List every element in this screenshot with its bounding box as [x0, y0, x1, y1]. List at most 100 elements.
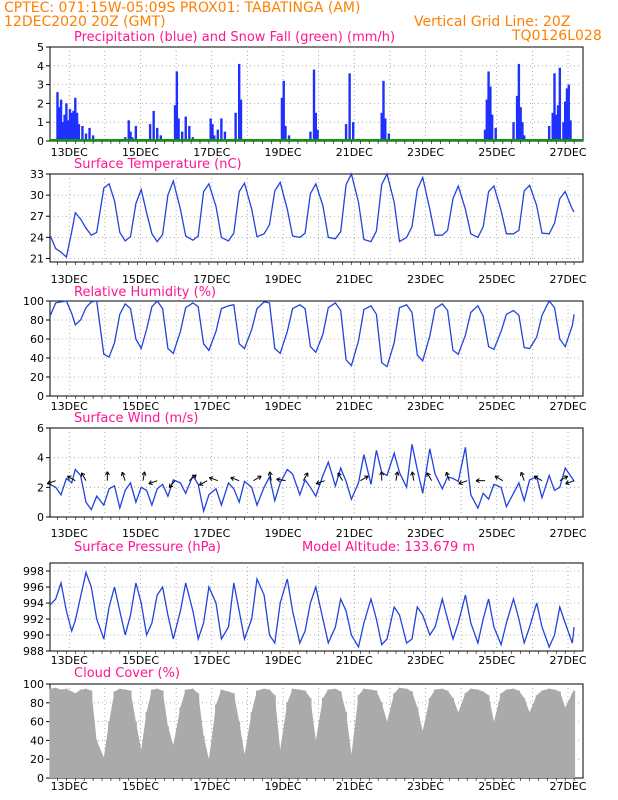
cloud-bar	[469, 688, 472, 778]
precip-bar	[81, 125, 84, 141]
precip-bar	[384, 118, 387, 141]
precip-bar	[515, 95, 519, 141]
series-line	[49, 570, 575, 649]
cloud-bar	[476, 689, 479, 778]
wind-arrow-head	[533, 475, 537, 480]
cloud-bar	[362, 688, 365, 778]
wind-arrow	[533, 475, 543, 482]
wind-arrow	[199, 480, 208, 486]
cloud-bar	[156, 688, 159, 778]
panel-1: Surface Temperature (nC) 21 24 27 30 33 13DEC 1…	[30, 157, 587, 286]
wind-arrow-head	[565, 483, 570, 485]
precip-bar	[312, 69, 316, 141]
date-label: 25DEC	[478, 273, 515, 286]
precip-bar	[70, 112, 73, 141]
wind-arrow-head	[148, 483, 153, 485]
y-tick-label: 3	[37, 79, 44, 92]
y-tick-label: 27	[30, 210, 44, 223]
y-tick-label: 33	[30, 168, 44, 181]
date-label: 19DEC	[264, 273, 301, 286]
panel-4: Surface Pressure (hPa) Model Altitude: 13…	[23, 540, 587, 667]
precip-bar	[309, 131, 312, 141]
y-tick-label: 20	[30, 753, 44, 766]
cloud-bar	[250, 712, 253, 778]
wind-arrow-head	[194, 474, 197, 479]
cloud-bar	[434, 689, 437, 778]
y-tick-label: 988	[23, 645, 44, 658]
y-tick-label: 2	[37, 481, 44, 494]
wind-arrow-head	[169, 485, 174, 489]
wind-arrow-head	[141, 471, 145, 476]
cloud-bar	[166, 726, 169, 778]
precip-bar	[234, 112, 237, 141]
wind-arrow-head	[267, 471, 271, 476]
precip-bar	[316, 129, 319, 141]
panel-subtitle: Model Altitude: 133.679 m	[302, 540, 475, 555]
cloud-bar	[191, 688, 194, 778]
date-label: 19DEC	[264, 654, 301, 667]
cloud-bar	[553, 689, 556, 778]
y-tick-label: 30	[30, 189, 44, 202]
cloud-bar	[54, 687, 57, 778]
cloud-bar	[184, 689, 187, 778]
precip-bar	[173, 105, 177, 141]
wind-arrow-head	[565, 475, 569, 480]
cloud-bar	[350, 754, 353, 778]
date-label: 25DEC	[478, 654, 515, 667]
wind-arrow-head	[445, 472, 447, 477]
wind-arrow-head	[121, 471, 126, 476]
wind-arrow-head	[379, 471, 383, 476]
wind-arrow-head	[426, 472, 431, 476]
cloud-bar	[79, 689, 82, 778]
date-label: 13DEC	[51, 400, 88, 413]
cloud-bar	[571, 693, 574, 778]
y-tick-label: 0	[37, 772, 44, 785]
wind-arrow-head	[458, 480, 462, 485]
wind-arrow-head	[148, 480, 152, 485]
date-label: 23DEC	[407, 527, 444, 540]
cloud-bar	[95, 740, 98, 778]
wind-arrow-head	[315, 480, 320, 485]
wind-arrow	[269, 471, 272, 481]
date-label: 27DEC	[549, 527, 586, 540]
date-label: 27DEC	[549, 654, 586, 667]
wind-arrow	[209, 477, 218, 482]
precip-bar	[314, 112, 317, 141]
wind-arrow-head	[208, 477, 213, 482]
cloud-bar	[405, 688, 408, 778]
cloud-bar	[145, 712, 148, 778]
date-label: 13DEC	[51, 780, 88, 793]
wind-arrow-head	[410, 471, 413, 476]
cloud-bar	[487, 695, 490, 778]
cloud-bar	[528, 712, 531, 778]
y-tick-label: 60	[30, 333, 44, 346]
wind-arrow	[230, 477, 240, 482]
precip-bar	[237, 63, 241, 141]
panel-title: Surface Temperature (nC)	[74, 157, 242, 172]
wind-arrow	[565, 480, 575, 485]
precip-bar	[77, 124, 81, 141]
cloud-bar	[500, 693, 503, 778]
precip-bar	[63, 114, 66, 141]
cloud-bar	[150, 689, 153, 778]
cloud-bar	[416, 707, 419, 778]
date-label: 19DEC	[264, 527, 301, 540]
precip-bar	[129, 131, 132, 141]
cloud-bar	[421, 731, 424, 778]
cloud-bar	[279, 749, 282, 778]
wind-arrow-head	[446, 471, 450, 476]
cloud-bar	[238, 721, 241, 778]
precip-bar	[188, 125, 191, 141]
wind-arrow	[148, 480, 158, 485]
cloud-bar	[134, 721, 137, 778]
cloud-bar	[309, 698, 312, 778]
precip-bar	[483, 129, 487, 141]
wind-arrow	[337, 472, 343, 481]
cloud-bar	[410, 691, 413, 778]
date-label: 21DEC	[336, 780, 373, 793]
wind-arrow	[188, 474, 197, 482]
y-tick-label: 0	[37, 135, 44, 148]
cloud-bar	[457, 712, 460, 778]
precip-bar	[567, 84, 570, 141]
